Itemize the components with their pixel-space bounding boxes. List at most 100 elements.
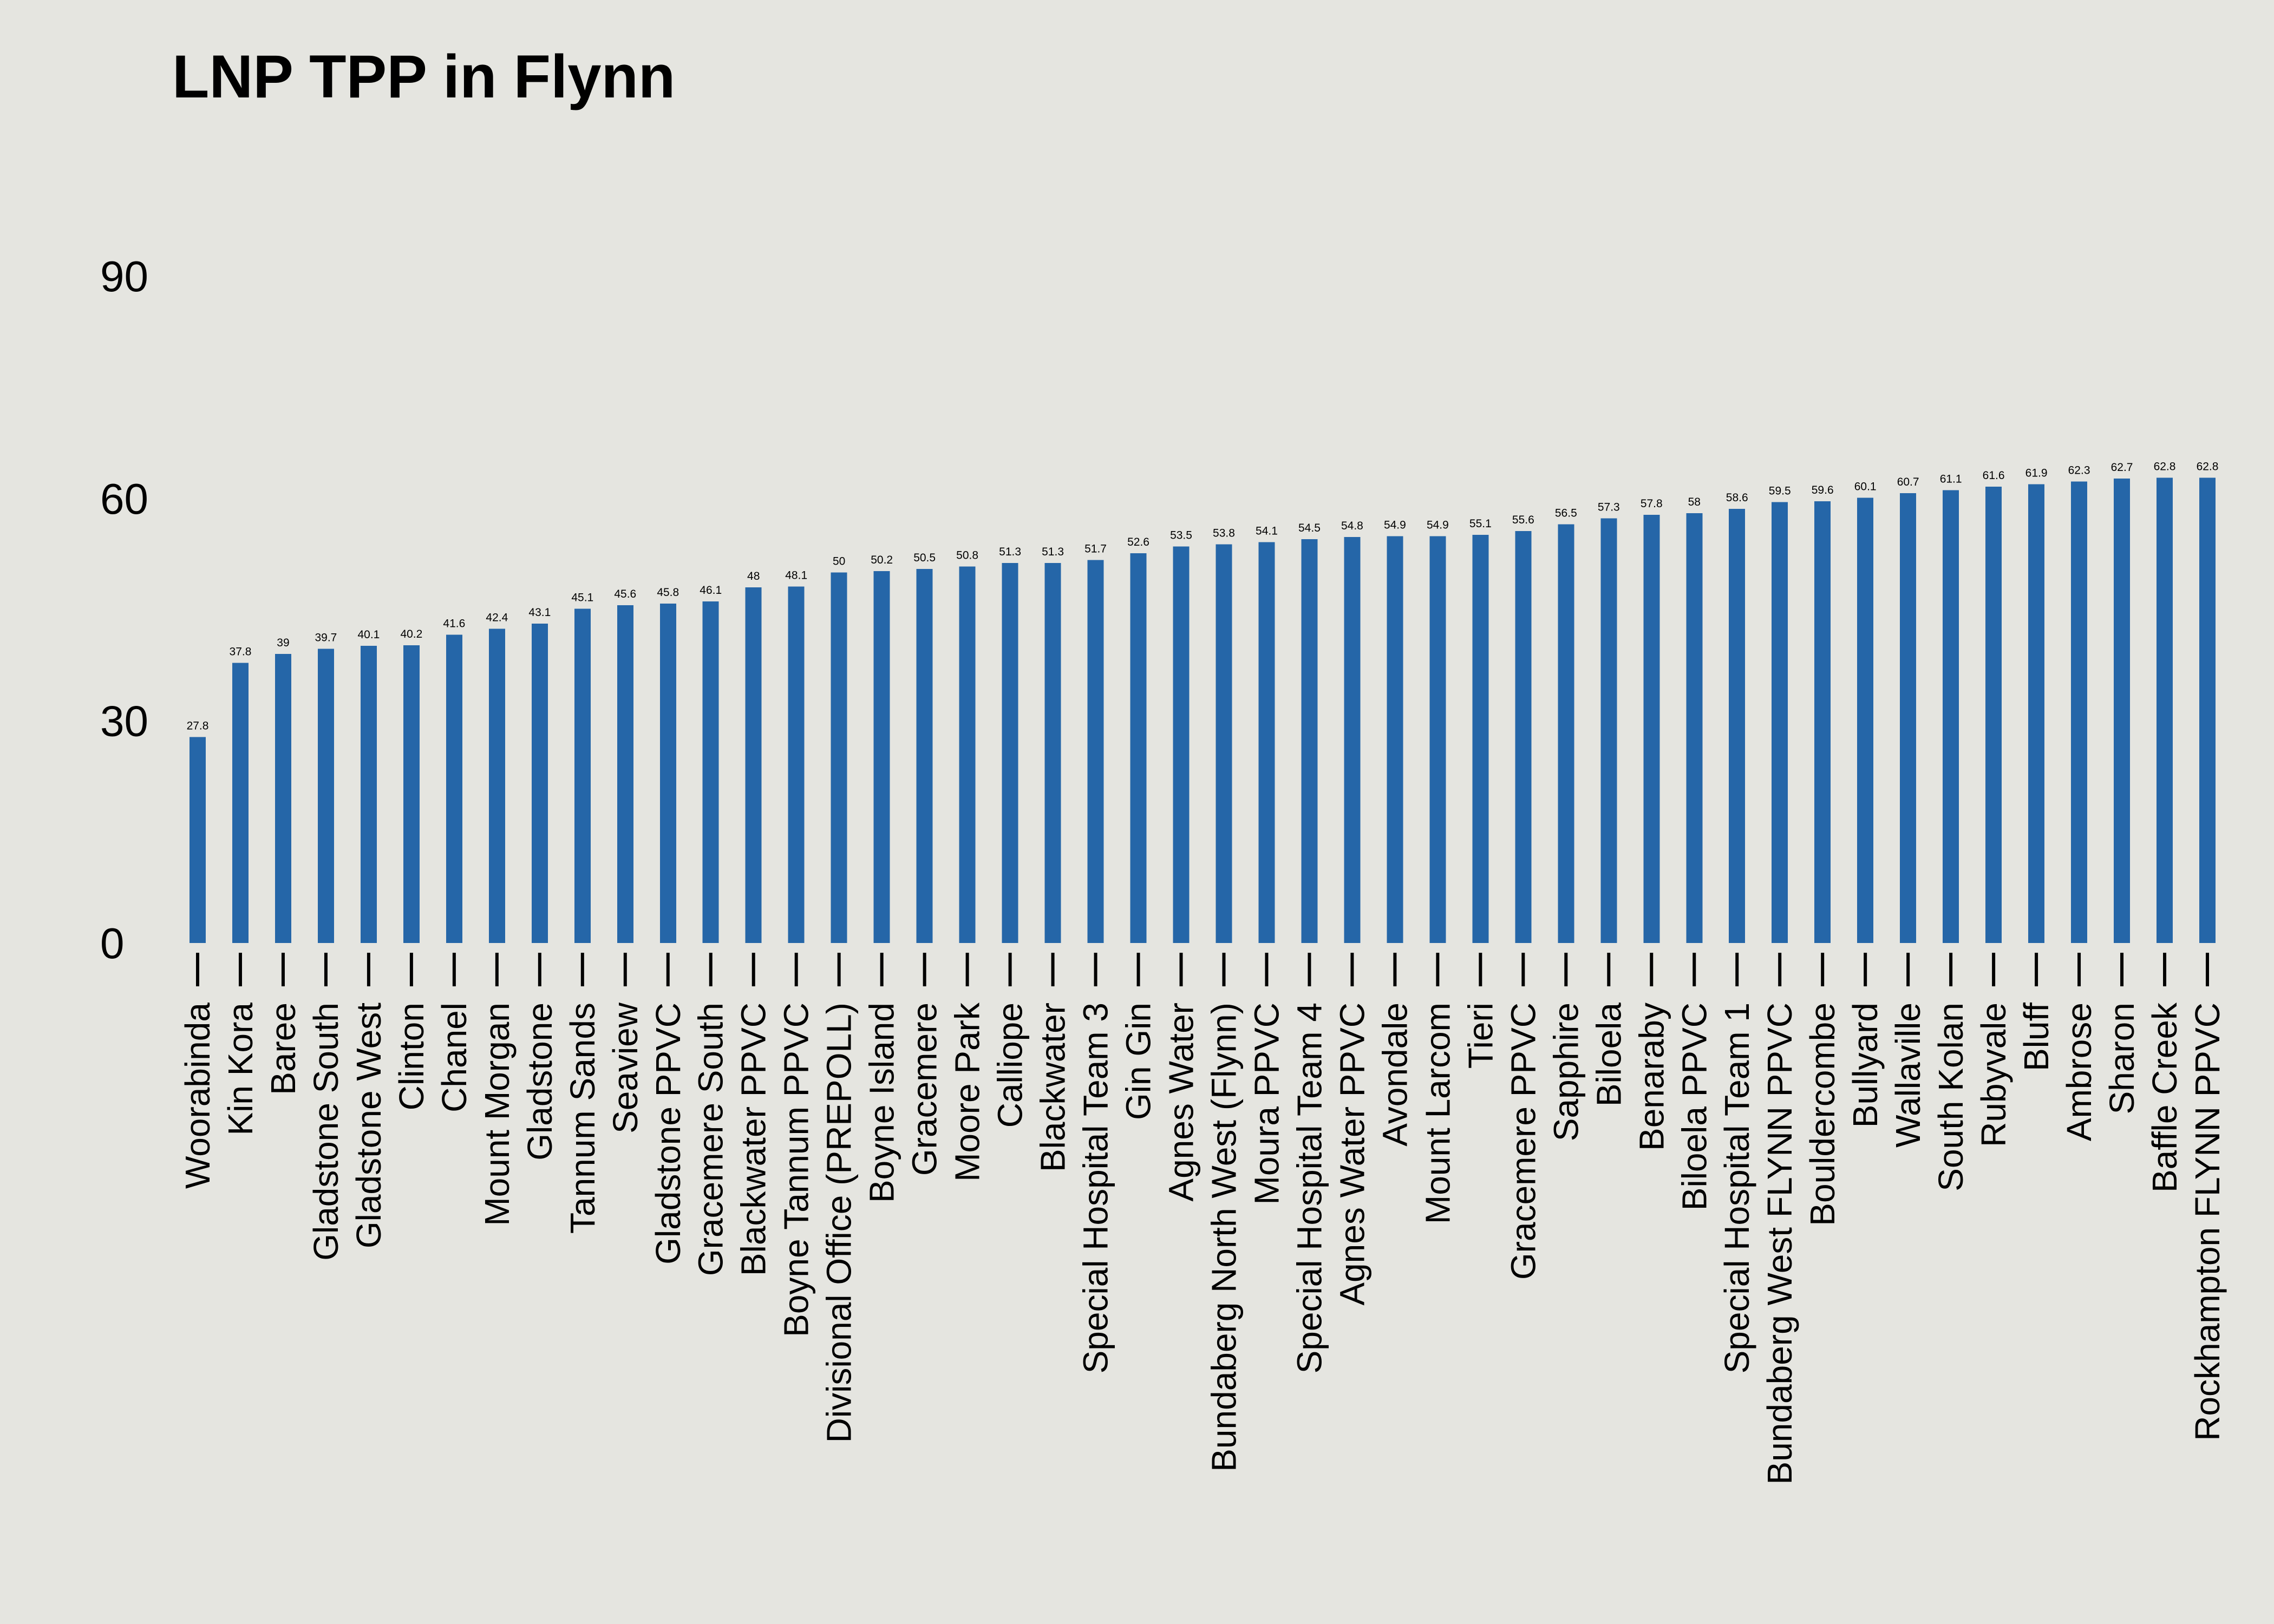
data-label: 53.5 <box>1170 529 1192 542</box>
x-tick-label: Chanel <box>435 1003 474 1112</box>
x-tick-label: South Kolan <box>1931 1003 1970 1191</box>
data-label: 45.6 <box>614 588 636 600</box>
data-label: 61.1 <box>1940 473 1962 486</box>
bar <box>360 646 377 943</box>
x-tick-label: Kin Kora <box>221 1003 260 1136</box>
y-tick-label: 60 <box>100 475 148 523</box>
bar <box>788 586 805 943</box>
data-label: 27.8 <box>187 719 209 732</box>
x-tick-label: Moura PPVC <box>1247 1003 1286 1204</box>
data-label: 62.8 <box>2197 460 2219 473</box>
bar <box>1558 524 1574 943</box>
data-label: 62.7 <box>2111 461 2133 474</box>
x-tick-label: Benaraby <box>1632 1003 1671 1151</box>
data-label: 54.9 <box>1384 519 1406 532</box>
x-tick-label: Gladstone <box>520 1003 559 1161</box>
bar <box>1686 513 1703 943</box>
x-tick-label: Baffle Creek <box>2145 1002 2184 1193</box>
data-label: 62.8 <box>2154 460 2176 473</box>
bar <box>2071 481 2088 943</box>
bar <box>1600 518 1617 943</box>
bar <box>659 604 676 943</box>
bar <box>1216 544 1232 943</box>
x-axis: Woorabinda Kin Kora Baree Gladstone South Gl… <box>178 953 2227 1484</box>
bar <box>1387 536 1403 943</box>
data-label: 41.6 <box>443 618 465 630</box>
bar <box>1344 536 1361 943</box>
x-tick-label: Boyne Island <box>862 1003 901 1203</box>
bar <box>275 654 291 943</box>
x-tick-label: Bullyard <box>1846 1003 1885 1128</box>
x-tick-label: Rockhampton FLYNN PPVC <box>2188 1003 2227 1441</box>
data-label: 53.8 <box>1213 527 1235 540</box>
x-tick-label: Biloela PPVC <box>1675 1003 1714 1210</box>
data-label: 59.5 <box>1769 485 1791 497</box>
data-label: 59.6 <box>1812 484 1834 496</box>
x-tick-label: Blackwater <box>1034 1003 1073 1172</box>
x-tick-label: Ambrose <box>2060 1003 2099 1141</box>
y-tick-label: 30 <box>100 697 148 745</box>
data-label: 54.5 <box>1298 522 1321 534</box>
x-tick-label: Wallaville <box>1889 1003 1927 1148</box>
data-label: 54.8 <box>1341 520 1363 532</box>
bar <box>446 634 462 943</box>
bar <box>1943 490 1959 943</box>
data-label: 54.9 <box>1427 519 1449 532</box>
data-label: 46.1 <box>700 584 722 597</box>
data-label: 43.1 <box>528 606 551 619</box>
bar <box>1772 502 1788 943</box>
data-label: 40.2 <box>400 628 422 640</box>
data-label: 39 <box>277 637 289 649</box>
y-tick-label: 0 <box>100 919 125 967</box>
x-tick-label: Bundaberg West FLYNN PPVC <box>1760 1003 1799 1484</box>
data-label: 62.3 <box>2068 464 2090 476</box>
x-tick-label: Bouldercombe <box>1803 1003 1842 1226</box>
bar <box>1258 542 1275 943</box>
bar <box>1087 560 1104 943</box>
bar <box>1643 514 1660 943</box>
x-tick-label: Agnes Water PPVC <box>1332 1003 1371 1306</box>
x-tick-label: Special Hospital Team 1 <box>1717 1003 1756 1373</box>
data-label: 61.6 <box>1983 469 2005 482</box>
data-label: 42.4 <box>486 612 508 624</box>
x-tick-label: Biloela <box>1589 1003 1628 1107</box>
data-label: 51.7 <box>1084 542 1107 555</box>
bar <box>873 571 890 943</box>
data-label: 51.3 <box>1042 546 1064 558</box>
bar <box>2157 477 2173 943</box>
x-tick-label: Woorabinda <box>178 1003 217 1189</box>
x-tick-label: Baree <box>264 1003 303 1095</box>
bar <box>831 572 847 943</box>
data-label: 58.6 <box>1726 492 1748 504</box>
bar <box>959 566 976 943</box>
data-label: 48.1 <box>785 569 807 582</box>
x-tick-label: Gladstone South <box>306 1003 345 1261</box>
data-label: 57.8 <box>1641 497 1663 510</box>
data-label: 50 <box>833 555 845 568</box>
x-tick-label: Bluff <box>2017 1003 2056 1071</box>
data-label: 48 <box>747 570 760 582</box>
x-tick-label: Gracemere South <box>691 1003 730 1276</box>
bar <box>232 663 249 943</box>
data-label: 55.6 <box>1512 514 1534 526</box>
x-tick-label: Moore Park <box>948 1002 987 1182</box>
data-label: 45.8 <box>657 586 679 599</box>
bar <box>488 628 505 943</box>
x-tick-label: Gladstone PPVC <box>649 1003 688 1265</box>
x-tick-label: Gladstone West <box>349 1003 388 1248</box>
x-tick-label: Divisional Office (PREPOLL) <box>820 1003 859 1443</box>
bars-group <box>190 477 2216 943</box>
x-tick-label: Blackwater PPVC <box>734 1003 773 1276</box>
data-label: 60.1 <box>1854 480 1877 493</box>
data-label: 56.5 <box>1555 507 1577 520</box>
data-label: 58 <box>1688 496 1701 508</box>
x-tick-label: Avondale <box>1375 1003 1414 1147</box>
data-label: 61.9 <box>2025 467 2048 480</box>
x-tick-label: Gracemere <box>905 1003 944 1176</box>
x-tick-label: Bundaberg North West (Flynn) <box>1204 1003 1243 1472</box>
data-label: 37.8 <box>230 646 252 658</box>
bar <box>1472 534 1489 943</box>
x-tick-label: Sapphire <box>1546 1003 1585 1141</box>
x-tick-label: Mount Larcom <box>1418 1003 1457 1224</box>
x-tick-label: Mount Morgan <box>478 1003 517 1226</box>
